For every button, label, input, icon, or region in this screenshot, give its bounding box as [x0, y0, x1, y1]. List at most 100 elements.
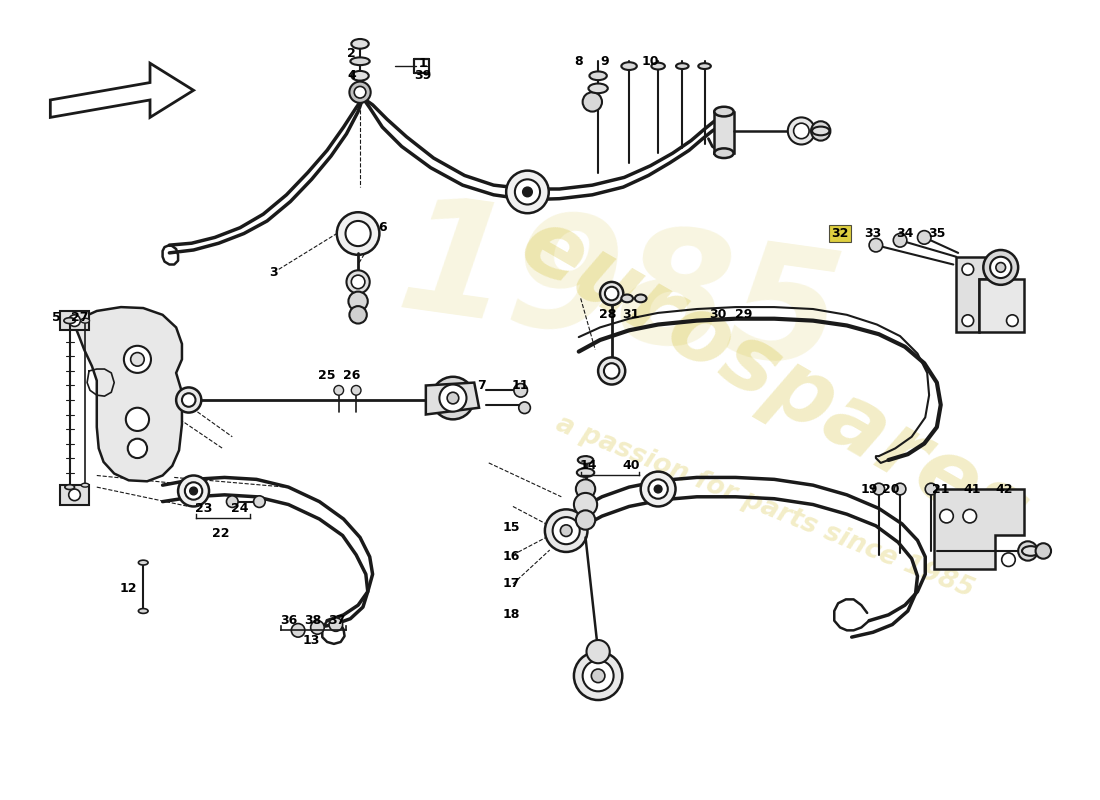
Text: 11: 11	[512, 379, 529, 392]
Circle shape	[583, 92, 602, 111]
Text: 21: 21	[932, 482, 949, 495]
Text: 36: 36	[279, 614, 297, 627]
Circle shape	[601, 282, 624, 305]
Ellipse shape	[590, 71, 607, 80]
Circle shape	[939, 510, 954, 523]
Polygon shape	[979, 279, 1024, 332]
Circle shape	[506, 170, 549, 214]
Circle shape	[519, 402, 530, 414]
Circle shape	[351, 386, 361, 395]
Circle shape	[125, 408, 148, 431]
Text: 9: 9	[601, 54, 609, 68]
Circle shape	[576, 479, 595, 498]
Ellipse shape	[139, 560, 148, 565]
Circle shape	[640, 472, 675, 506]
Circle shape	[962, 315, 974, 326]
Text: 42: 42	[996, 482, 1013, 495]
Text: eurospares: eurospares	[505, 200, 1044, 562]
Ellipse shape	[578, 456, 593, 464]
Ellipse shape	[1022, 546, 1040, 556]
Text: 34: 34	[896, 227, 914, 240]
Circle shape	[354, 86, 366, 98]
Ellipse shape	[635, 294, 647, 302]
Text: 27: 27	[70, 311, 88, 324]
Text: 17: 17	[503, 578, 520, 590]
Circle shape	[329, 618, 342, 631]
Circle shape	[574, 652, 623, 700]
Circle shape	[176, 387, 201, 413]
Circle shape	[334, 386, 343, 395]
Text: 1985: 1985	[388, 186, 850, 402]
Circle shape	[576, 510, 595, 530]
Ellipse shape	[64, 318, 76, 323]
Circle shape	[185, 482, 202, 500]
Circle shape	[793, 123, 810, 138]
Text: 38: 38	[304, 614, 321, 627]
Polygon shape	[60, 485, 89, 505]
Circle shape	[544, 510, 587, 552]
Ellipse shape	[351, 39, 369, 49]
Circle shape	[337, 212, 379, 255]
Text: 8: 8	[574, 54, 583, 68]
Text: 39: 39	[415, 70, 431, 82]
Circle shape	[811, 122, 830, 141]
Text: 18: 18	[503, 608, 519, 622]
Circle shape	[178, 475, 209, 506]
Circle shape	[431, 377, 474, 419]
Ellipse shape	[651, 62, 664, 70]
Circle shape	[447, 392, 459, 404]
Text: 26: 26	[342, 370, 360, 382]
Text: 33: 33	[865, 227, 881, 240]
Circle shape	[925, 483, 937, 495]
Circle shape	[189, 487, 197, 495]
Circle shape	[351, 275, 365, 289]
Polygon shape	[956, 257, 1006, 332]
Ellipse shape	[714, 148, 734, 158]
Circle shape	[962, 263, 974, 275]
Circle shape	[990, 257, 1011, 278]
Text: 30: 30	[710, 308, 727, 322]
Text: 12: 12	[120, 582, 138, 595]
Text: 10: 10	[641, 54, 659, 68]
Text: 32: 32	[832, 227, 849, 240]
Circle shape	[583, 660, 614, 691]
Circle shape	[124, 346, 151, 373]
Circle shape	[346, 270, 370, 294]
Circle shape	[439, 385, 466, 412]
Text: 6: 6	[378, 222, 386, 234]
Ellipse shape	[812, 126, 829, 135]
Circle shape	[1019, 542, 1037, 561]
Circle shape	[983, 250, 1019, 285]
Circle shape	[598, 358, 625, 385]
Text: 3: 3	[270, 266, 278, 278]
Circle shape	[227, 496, 238, 507]
Text: 23: 23	[195, 502, 212, 515]
Text: 2: 2	[346, 47, 355, 60]
Polygon shape	[60, 311, 89, 330]
Circle shape	[893, 234, 906, 247]
Circle shape	[869, 238, 882, 252]
Circle shape	[1035, 543, 1052, 558]
Text: 7: 7	[476, 379, 485, 392]
Text: a passion for parts since 1985: a passion for parts since 1985	[552, 410, 978, 602]
Ellipse shape	[351, 58, 370, 65]
Circle shape	[605, 286, 618, 300]
Text: 29: 29	[735, 308, 752, 322]
Ellipse shape	[588, 83, 608, 93]
Circle shape	[68, 315, 80, 326]
Circle shape	[350, 306, 366, 323]
Circle shape	[962, 510, 977, 523]
Text: 22: 22	[212, 527, 230, 540]
Circle shape	[131, 353, 144, 366]
Circle shape	[560, 525, 572, 537]
Polygon shape	[714, 111, 734, 154]
Text: 14: 14	[580, 459, 597, 472]
Text: 24: 24	[231, 502, 249, 515]
Polygon shape	[51, 63, 194, 118]
Circle shape	[586, 640, 609, 663]
Circle shape	[604, 363, 619, 378]
Text: 5: 5	[52, 311, 60, 324]
Circle shape	[1002, 553, 1015, 566]
Text: 37: 37	[328, 614, 345, 627]
Polygon shape	[934, 489, 1024, 570]
